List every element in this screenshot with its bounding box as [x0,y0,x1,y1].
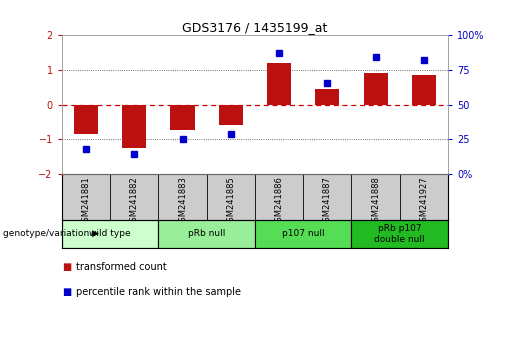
Text: genotype/variation ▶: genotype/variation ▶ [3,229,98,239]
Text: ■: ■ [62,287,71,297]
Bar [122,105,146,148]
Title: GDS3176 / 1435199_at: GDS3176 / 1435199_at [182,21,328,34]
Bar [170,105,195,130]
Text: GSM241927: GSM241927 [419,176,428,227]
Text: GSM241887: GSM241887 [323,176,332,227]
Bar [364,74,388,105]
Text: pRb p107
double null: pRb p107 double null [374,224,425,244]
Bar [351,220,448,248]
Text: transformed count: transformed count [76,262,167,272]
Bar [267,63,291,105]
Text: GSM241882: GSM241882 [130,176,139,227]
Text: GSM241886: GSM241886 [274,176,284,227]
Text: ■: ■ [62,262,71,272]
Bar [412,75,436,105]
Text: GSM241881: GSM241881 [81,176,91,227]
Bar [62,220,159,248]
Bar [74,105,98,134]
Bar [159,220,255,248]
Text: GSM241885: GSM241885 [226,176,235,227]
Text: percentile rank within the sample: percentile rank within the sample [76,287,241,297]
Text: p107 null: p107 null [282,229,324,239]
Text: GSM241883: GSM241883 [178,176,187,227]
Bar [219,105,243,125]
Text: pRb null: pRb null [188,229,226,239]
Bar [315,89,339,105]
Text: GSM241888: GSM241888 [371,176,380,227]
Text: wild type: wild type [89,229,131,239]
Bar [255,220,351,248]
